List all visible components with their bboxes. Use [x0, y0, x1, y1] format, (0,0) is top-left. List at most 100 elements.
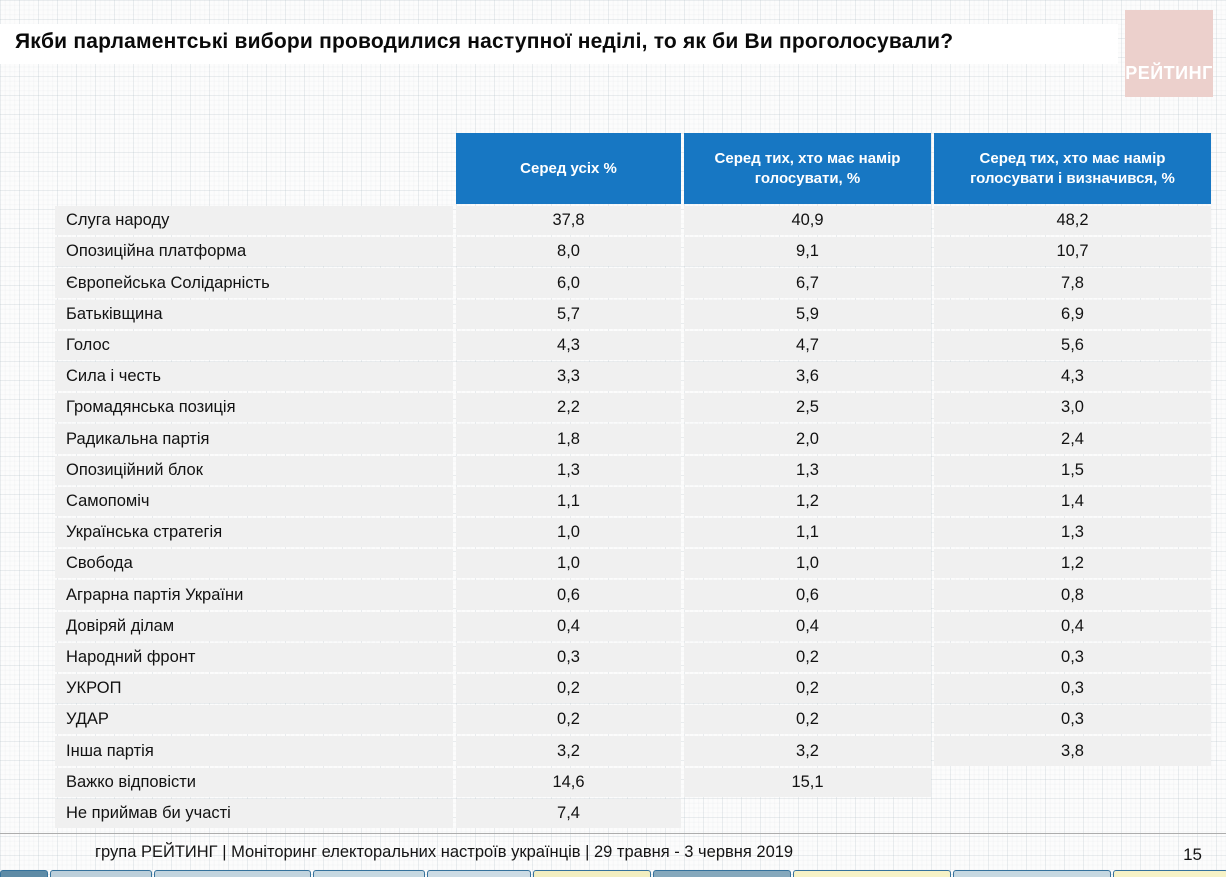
table-row: УКРОП 0,2 0,2 0,3 — [0, 674, 1226, 704]
value-cell: 3,2 — [684, 736, 931, 766]
table-row: Свобода 1,0 1,0 1,2 — [0, 549, 1226, 579]
value-cell: 2,2 — [456, 393, 681, 423]
value-cell: 7,8 — [934, 268, 1211, 298]
party-name-cell: Народний фронт — [55, 642, 453, 673]
value-cell: 0,2 — [684, 705, 931, 735]
value-cell: 6,9 — [934, 299, 1211, 329]
value-cell: 0,4 — [456, 611, 681, 641]
value-cell: 0,2 — [456, 705, 681, 735]
col-header-intend-to-vote: Серед тих, хто має намір голосувати, % — [684, 133, 931, 204]
value-cell: 0,3 — [934, 642, 1211, 673]
value-cell: 0,2 — [684, 642, 931, 673]
background-window-tab[interactable] — [50, 870, 152, 877]
background-window-tab[interactable] — [154, 870, 311, 877]
party-name-cell: Сила і честь — [55, 362, 453, 392]
background-window-tab[interactable] — [0, 870, 48, 877]
table-row: Не приймав би участі 7,4 — [0, 798, 1226, 829]
value-cell: 1,4 — [934, 486, 1211, 517]
party-name-cell: Самопоміч — [55, 486, 453, 517]
value-cell: 3,0 — [934, 393, 1211, 423]
table-row: Сила і честь 3,3 3,6 4,3 — [0, 362, 1226, 392]
value-cell: 0,4 — [684, 611, 931, 641]
footer-source-text: група РЕЙТИНГ | Моніторинг електоральних… — [95, 843, 794, 861]
value-cell: 15,1 — [684, 767, 931, 797]
value-cell: 1,0 — [456, 549, 681, 579]
value-cell: 6,7 — [684, 268, 931, 298]
background-window-tab[interactable] — [533, 870, 651, 877]
value-cell: 6,0 — [456, 268, 681, 298]
value-cell: 1,1 — [456, 486, 681, 517]
page-number: 15 — [1183, 845, 1202, 864]
party-name-cell: Аграрна партія України — [55, 580, 453, 610]
value-cell: 4,3 — [934, 362, 1211, 392]
value-cell: 3,6 — [684, 362, 931, 392]
value-cell: 7,4 — [456, 798, 681, 829]
table-row: Опозиційна платформа 8,0 9,1 10,7 — [0, 237, 1226, 267]
value-cell: 0,2 — [684, 674, 931, 704]
value-cell: 4,3 — [456, 330, 681, 361]
party-name-cell: Європейська Солідарність — [55, 268, 453, 298]
party-name-cell: Важко відповісти — [55, 767, 453, 797]
value-cell: 5,6 — [934, 330, 1211, 361]
value-cell: 0,8 — [934, 580, 1211, 610]
value-cell: 3,2 — [456, 736, 681, 766]
party-name-cell: Голос — [55, 330, 453, 361]
value-cell: 1,2 — [684, 486, 931, 517]
value-cell: 48,2 — [934, 206, 1211, 236]
table-row: Громадянська позиція 2,2 2,5 3,0 — [0, 393, 1226, 423]
background-window-tab[interactable] — [653, 870, 791, 877]
value-cell: 0,3 — [934, 705, 1211, 735]
value-cell: 1,3 — [684, 455, 931, 485]
table-row: Європейська Солідарність 6,0 6,7 7,8 — [0, 268, 1226, 298]
rating-logo-text: РЕЙТИНГ — [1125, 63, 1213, 83]
value-cell: 1,0 — [684, 549, 931, 579]
title-band — [0, 24, 1118, 64]
value-cell: 2,0 — [684, 424, 931, 454]
background-window-tab[interactable] — [953, 870, 1111, 877]
col-header-among-all: Серед усіх % — [456, 133, 681, 204]
value-cell: 10,7 — [934, 237, 1211, 267]
value-cell: 0,6 — [456, 580, 681, 610]
value-cell: 14,6 — [456, 767, 681, 797]
tab-strip — [0, 870, 1226, 877]
background-window-tab[interactable] — [313, 870, 425, 877]
party-name-cell: УКРОП — [55, 674, 453, 704]
value-cell: 1,8 — [456, 424, 681, 454]
table-row: Українська стратегія 1,0 1,1 1,3 — [0, 518, 1226, 548]
value-cell: 0,3 — [456, 642, 681, 673]
table-row: Довіряй ділам 0,4 0,4 0,4 — [0, 611, 1226, 641]
value-cell: 37,8 — [456, 206, 681, 236]
party-name-cell: Інша партія — [55, 736, 453, 766]
table-row: Важко відповісти 14,6 15,1 — [0, 767, 1226, 797]
party-name-cell: Свобода — [55, 549, 453, 579]
table-row: УДАР 0,2 0,2 0,3 — [0, 705, 1226, 735]
value-cell: 1,0 — [456, 518, 681, 548]
value-cell: 1,1 — [684, 518, 931, 548]
party-name-cell: Батьківщина — [55, 299, 453, 329]
table-row: Радикальна партія 1,8 2,0 2,4 — [0, 424, 1226, 454]
value-cell: 8,0 — [456, 237, 681, 267]
value-cell: 3,3 — [456, 362, 681, 392]
table-row: Народний фронт 0,3 0,2 0,3 — [0, 642, 1226, 673]
party-name-cell: Слуга народу — [55, 206, 453, 236]
party-name-cell: Не приймав би участі — [55, 798, 453, 829]
background-window-tab[interactable] — [1113, 870, 1226, 877]
background-window-tab[interactable] — [427, 870, 531, 877]
party-name-cell: Опозиційна платформа — [55, 237, 453, 267]
party-name-cell: Довіряй ділам — [55, 611, 453, 641]
table-row: Слуга народу 37,8 40,9 48,2 — [0, 206, 1226, 236]
footer-divider — [0, 833, 1226, 834]
value-cell: 2,5 — [684, 393, 931, 423]
value-cell: 0,2 — [456, 674, 681, 704]
party-name-cell: Громадянська позиція — [55, 393, 453, 423]
value-cell: 0,3 — [934, 674, 1211, 704]
value-cell: 3,8 — [934, 736, 1211, 766]
value-cell: 40,9 — [684, 206, 931, 236]
party-name-cell: Українська стратегія — [55, 518, 453, 548]
background-window-tab[interactable] — [793, 870, 951, 877]
table-row: Голос 4,3 4,7 5,6 — [0, 330, 1226, 361]
table-row: Самопоміч 1,1 1,2 1,4 — [0, 486, 1226, 517]
value-cell: 0,6 — [684, 580, 931, 610]
col-header-intend-and-decided: Серед тих, хто має намір голосувати і ви… — [934, 133, 1211, 204]
